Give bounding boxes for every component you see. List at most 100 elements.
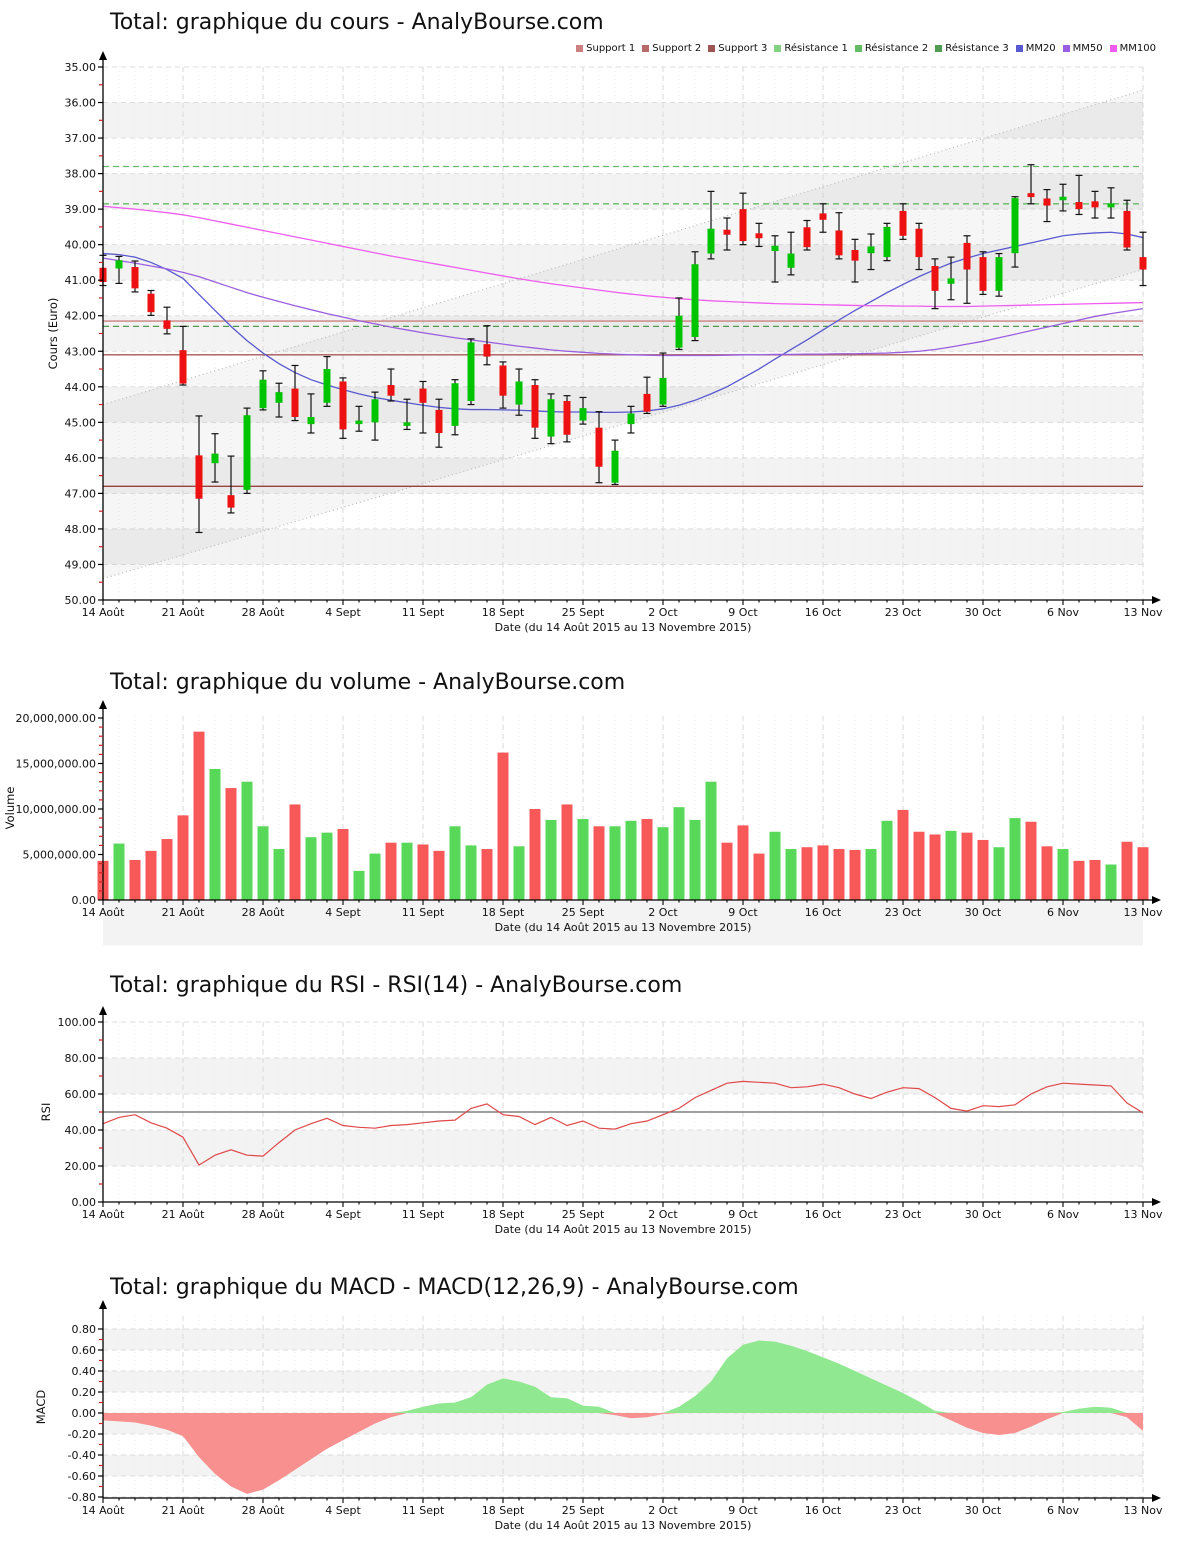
candle <box>467 342 475 402</box>
svg-text:40.00: 40.00 <box>65 1124 97 1137</box>
rsi-stripes <box>103 1058 1143 1166</box>
volume-bar <box>273 849 285 900</box>
svg-text:4 Sept: 4 Sept <box>325 1208 361 1221</box>
volume-bar <box>1009 818 1021 900</box>
volume-bar <box>353 870 365 900</box>
volume-bar <box>257 826 269 900</box>
volume-bar <box>561 804 573 900</box>
svg-text:60.00: 60.00 <box>65 1088 97 1101</box>
volume-bar <box>737 825 749 900</box>
candle <box>995 257 1003 291</box>
candle <box>371 399 379 423</box>
macd-x-ticks: 14 Août 21 Août 28 Août 4 Sept 11 Sept 18 Sep… <box>82 1498 1163 1532</box>
legend-label: Résistance 3 <box>945 43 1009 54</box>
rsi-y-ticks: 100.00 80.00 60.00 40.00 20.00 0.00 <box>58 1016 103 1209</box>
svg-text:13 Nov: 13 Nov <box>1124 1208 1163 1221</box>
svg-text:11 Sept: 11 Sept <box>402 906 445 919</box>
volume-bar <box>225 788 237 900</box>
candle <box>179 350 187 384</box>
mm100-line <box>102 205 1144 308</box>
volume-bar <box>1025 821 1037 900</box>
svg-text:28 Août: 28 Août <box>242 1504 286 1517</box>
candle <box>883 226 891 258</box>
candle <box>1043 198 1051 206</box>
svg-text:9 Oct: 9 Oct <box>728 906 758 919</box>
macd-panel <box>102 1316 1144 1498</box>
svg-text:0.80: 0.80 <box>72 1323 97 1336</box>
svg-text:49.00: 49.00 <box>65 558 97 571</box>
macd-chart-title: Total: graphique du MACD - MACD(12,26,9)… <box>110 1275 799 1300</box>
candle <box>707 228 715 254</box>
svg-text:80.00: 80.00 <box>65 1052 97 1065</box>
svg-text:18 Sept: 18 Sept <box>482 906 525 919</box>
volume-bar <box>1073 860 1085 900</box>
svg-text:20,000,000.00: 20,000,000.00 <box>16 712 96 725</box>
svg-text:47.00: 47.00 <box>65 487 97 500</box>
candle <box>627 413 635 425</box>
volume-bar <box>417 844 429 900</box>
volume-bar <box>673 807 685 900</box>
candle <box>755 233 763 239</box>
svg-text:21 Août: 21 Août <box>162 606 206 619</box>
candle <box>195 455 203 499</box>
svg-text:21 Août: 21 Août <box>162 1208 206 1221</box>
svg-text:2 Oct: 2 Oct <box>648 906 678 919</box>
volume-chart-title: Total: graphique du volume - AnalyBourse… <box>110 670 626 695</box>
svg-text:0.20: 0.20 <box>72 1386 97 1399</box>
svg-text:4 Sept: 4 Sept <box>325 1504 361 1517</box>
price-chart-title: Total: graphique du cours - AnalyBourse.… <box>110 10 604 35</box>
volume-bar <box>913 831 925 900</box>
candle <box>595 427 603 467</box>
svg-text:11 Sept: 11 Sept <box>402 1208 445 1221</box>
svg-text:RSI: RSI <box>39 1103 53 1122</box>
svg-text:16 Oct: 16 Oct <box>805 1504 842 1517</box>
svg-text:Date (du 14 Août 2015 au 13 No: Date (du 14 Août 2015 au 13 Novembre 201… <box>495 1519 752 1532</box>
svg-text:13 Nov: 13 Nov <box>1124 1504 1163 1517</box>
legend-label: MM50 <box>1072 43 1103 54</box>
legend-swatch-support-3 <box>708 45 716 52</box>
legend-item-resistance-2: Résistance 2 <box>854 43 928 54</box>
svg-text:44.00: 44.00 <box>65 381 97 394</box>
volume-axes: 20,000,000.00 15,000,000.00 10,000,000.00 5… <box>3 700 1163 934</box>
candle <box>355 420 363 425</box>
volume-bar <box>305 837 317 900</box>
legend-swatch-resistance-3 <box>935 45 943 52</box>
volume-bar <box>705 781 717 900</box>
rsi-line <box>102 1080 1144 1166</box>
svg-text:0.40: 0.40 <box>72 1365 97 1378</box>
price-y-minor-ticks <box>99 84 103 583</box>
candle <box>531 385 539 428</box>
volume-bar <box>897 809 909 900</box>
svg-text:21 Août: 21 Août <box>162 906 206 919</box>
volume-bar <box>401 842 413 900</box>
macd-axes: 0.80 0.60 0.40 0.20 0.00 -0.20 -0.40 -0.60 -0.80… <box>34 1300 1163 1532</box>
svg-text:16 Oct: 16 Oct <box>805 906 842 919</box>
volume-bar <box>161 839 173 900</box>
svg-text:23 Oct: 23 Oct <box>885 1208 922 1221</box>
price-y-ticks: 50.00 49.00 48.00 47.00 46.00 45.00 44.00 43.00… <box>65 61 103 607</box>
candle <box>723 229 731 235</box>
svg-text:9 Oct: 9 Oct <box>728 606 758 619</box>
volume-bar <box>321 832 333 900</box>
legend-swatch-resistance-2 <box>854 45 862 52</box>
legend-item-mm50: MM50 <box>1062 43 1103 54</box>
candle <box>835 230 843 256</box>
candle <box>1075 202 1083 210</box>
svg-text:23 Oct: 23 Oct <box>885 606 922 619</box>
candle <box>819 213 827 220</box>
candle <box>435 409 443 433</box>
macd-negative-area <box>103 1413 1143 1494</box>
volume-bar <box>657 827 669 900</box>
legend-label: Support 1 <box>586 43 636 54</box>
volume-bar <box>1089 859 1101 900</box>
volume-bar <box>753 853 765 900</box>
svg-text:Volume: Volume <box>3 787 17 830</box>
volume-bar <box>641 819 653 900</box>
volume-bar <box>881 820 893 900</box>
price-axes: 50.00 49.00 48.00 47.00 46.00 45.00 44.00 43.00… <box>46 51 1163 634</box>
volume-bar <box>1105 864 1117 900</box>
price-candles <box>99 164 1147 534</box>
svg-text:21 Août: 21 Août <box>162 1504 206 1517</box>
svg-text:5,000,000.00: 5,000,000.00 <box>23 849 96 862</box>
candle <box>499 365 507 396</box>
